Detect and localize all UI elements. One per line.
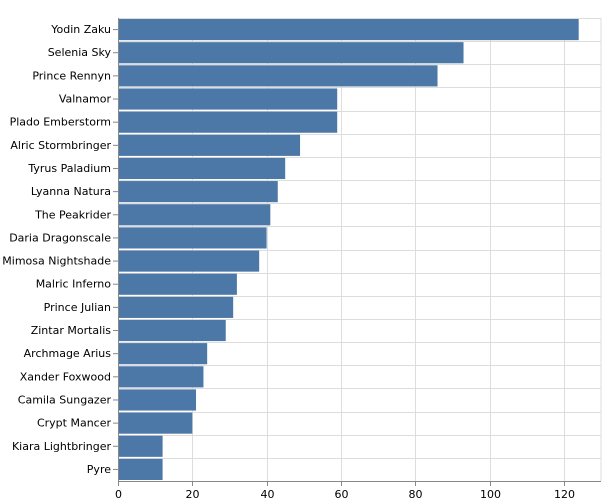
y-tick-label: Prince Rennyn bbox=[32, 69, 111, 82]
y-tick-label: Pyre bbox=[87, 463, 111, 476]
y-tick-label: Yodin Zaku bbox=[50, 23, 111, 36]
y-tick-label: Xander Foxwood bbox=[20, 370, 111, 383]
y-tick-label: Alric Stormbringer bbox=[10, 139, 111, 152]
bar bbox=[118, 412, 193, 434]
x-tick-label: 60 bbox=[335, 488, 349, 501]
bar bbox=[118, 343, 208, 365]
bar bbox=[118, 296, 234, 318]
y-tick-label: Malric Inferno bbox=[36, 278, 112, 291]
y-tick-label: Tyrus Paladium bbox=[27, 162, 111, 175]
x-tick-label: 100 bbox=[480, 488, 501, 501]
y-tick-label: The Peakrider bbox=[34, 208, 111, 221]
x-tick-label: 40 bbox=[261, 488, 275, 501]
y-tick-label: Selenia Sky bbox=[48, 46, 112, 59]
bar bbox=[118, 435, 163, 457]
bar bbox=[118, 134, 301, 156]
y-tick-label: Mimosa Nightshade bbox=[2, 255, 111, 268]
bar bbox=[118, 250, 260, 272]
y-tick-label: Prince Julian bbox=[44, 301, 111, 314]
y-tick-label: Daria Dragonscale bbox=[9, 231, 111, 244]
bar bbox=[118, 227, 267, 249]
bar bbox=[118, 19, 579, 41]
bar bbox=[118, 88, 338, 110]
y-axis: Yodin Zaku Selenia Sky Prince Rennyn Valnam… bbox=[2, 18, 119, 481]
y-tick-label: Zintar Mortalis bbox=[31, 324, 112, 337]
y-tick-label: Camila Sungazer bbox=[18, 393, 112, 406]
chart-grid bbox=[118, 18, 602, 482]
x-tick-label: 20 bbox=[186, 488, 200, 501]
x-axis: 0 20 40 60 80 100 120 bbox=[115, 481, 601, 501]
bar bbox=[118, 65, 438, 87]
y-tick-label: Plado Emberstorm bbox=[10, 116, 111, 129]
chart-bars bbox=[118, 19, 579, 480]
y-tick-label: Kiara Lightbringer bbox=[12, 440, 112, 453]
bar bbox=[118, 42, 464, 64]
x-tick-label: 0 bbox=[115, 488, 122, 501]
bar bbox=[118, 273, 237, 295]
bar bbox=[118, 319, 226, 342]
bar bbox=[118, 181, 278, 203]
bar bbox=[118, 458, 163, 480]
y-tick-label: Crypt Mancer bbox=[37, 417, 112, 430]
bar bbox=[118, 366, 204, 388]
bar bbox=[118, 157, 286, 180]
y-tick-label: Archmage Arius bbox=[24, 347, 112, 360]
y-tick-label: Lyanna Natura bbox=[31, 185, 111, 198]
bar bbox=[118, 111, 338, 133]
bar bbox=[118, 389, 197, 411]
x-tick-label: 120 bbox=[554, 488, 575, 501]
bar bbox=[118, 204, 271, 226]
x-tick-label: 80 bbox=[409, 488, 423, 501]
y-tick-label: Valnamor bbox=[59, 93, 112, 106]
